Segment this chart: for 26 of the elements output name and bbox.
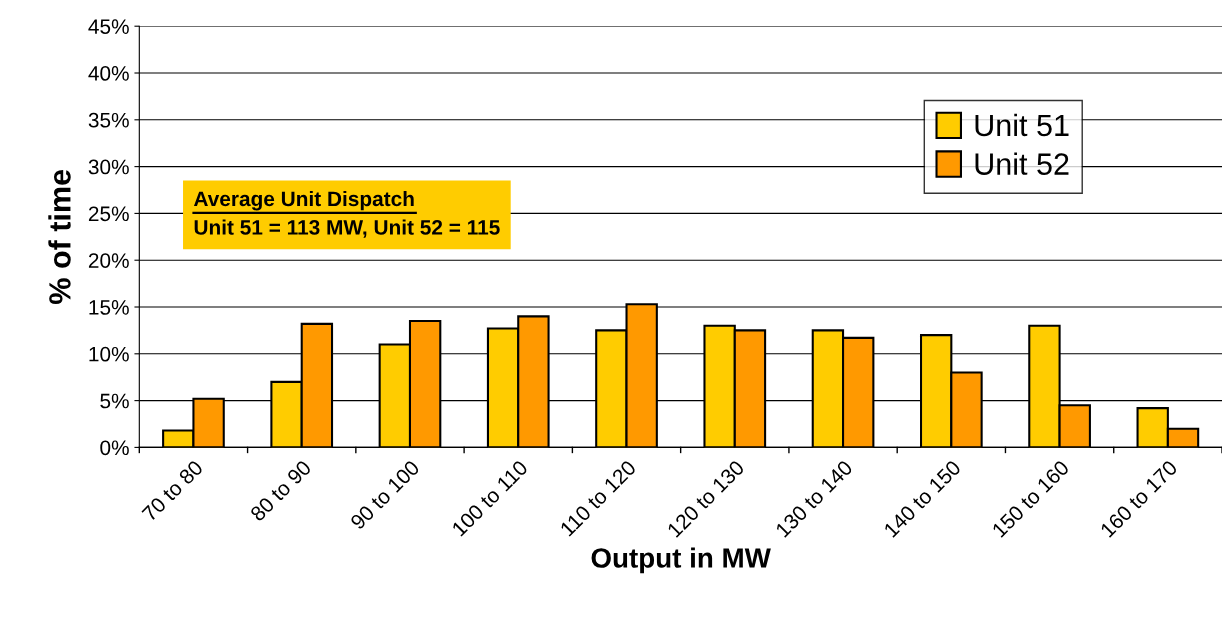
y-tick-label: 35% xyxy=(88,112,129,128)
x-tick-label: 80 to 90 xyxy=(249,459,312,522)
annotation: Unit 51 = 113 MW, Unit 52 = 115 xyxy=(194,219,500,238)
y-tick-label: 20% xyxy=(88,253,129,268)
y-tick-label: 30% xyxy=(88,159,129,175)
y-tick-label: 10% xyxy=(89,346,129,362)
y-tick-label: 45% xyxy=(88,19,129,34)
x-tick-label: 120 to 130 xyxy=(666,459,746,538)
x-tick-label: 70 to 80 xyxy=(141,459,204,522)
x-tick-label: 100 to 110 xyxy=(451,459,529,537)
y-tick-label: 5% xyxy=(100,393,129,409)
x-axis-title: Output in MW xyxy=(591,547,771,574)
x-tick-label: 140 to 150 xyxy=(883,459,962,538)
legend-label: Unit 52 xyxy=(975,152,1069,175)
x-tick-label: 90 to 100 xyxy=(349,459,421,531)
x-tick-label: 110 to 120 xyxy=(559,459,637,537)
x-tick-label: 150 to 160 xyxy=(991,459,1070,538)
y-tick-label: 15% xyxy=(89,300,129,315)
annotation: Average Unit Dispatch xyxy=(193,190,414,211)
legend-label: Unit 51 xyxy=(975,113,1069,137)
x-tick-label: 160 to 170 xyxy=(1099,459,1179,538)
y-tick-label: 0% xyxy=(100,440,129,456)
x-tick-label: 130 to 140 xyxy=(774,459,854,538)
y-axis-title: % of time xyxy=(48,169,71,304)
y-tick-label: 25% xyxy=(88,206,129,222)
y-tick-label: 40% xyxy=(88,66,129,81)
